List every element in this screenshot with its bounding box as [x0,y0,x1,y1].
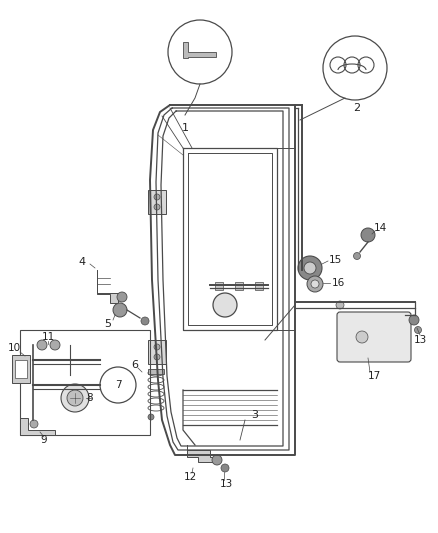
Circle shape [311,280,319,288]
Text: 8: 8 [87,393,93,403]
Circle shape [307,276,323,292]
Circle shape [168,20,232,84]
Circle shape [117,292,127,302]
Text: 13: 13 [413,335,427,345]
Circle shape [353,253,360,260]
Text: 16: 16 [332,278,345,288]
Circle shape [154,344,160,350]
Circle shape [361,228,375,242]
FancyBboxPatch shape [148,340,166,364]
Circle shape [356,331,368,343]
Circle shape [141,317,149,325]
FancyBboxPatch shape [235,282,243,290]
Text: 13: 13 [219,479,233,489]
Text: 10: 10 [7,343,21,353]
Polygon shape [97,270,118,303]
Circle shape [30,420,38,428]
Circle shape [113,303,127,317]
Text: 11: 11 [41,332,55,342]
FancyBboxPatch shape [148,369,164,374]
Polygon shape [20,418,55,435]
Text: 1: 1 [181,123,188,133]
Circle shape [336,301,344,309]
FancyBboxPatch shape [255,282,263,290]
Text: 9: 9 [41,435,47,445]
Circle shape [100,367,136,403]
Circle shape [154,194,160,200]
FancyBboxPatch shape [337,312,411,362]
Text: 17: 17 [367,371,381,381]
Text: 12: 12 [184,472,197,482]
FancyBboxPatch shape [215,282,223,290]
Circle shape [61,384,89,412]
FancyBboxPatch shape [12,355,30,383]
Text: 14: 14 [373,223,387,233]
Circle shape [148,414,154,420]
Text: 3: 3 [251,410,258,420]
Circle shape [304,262,316,274]
Circle shape [409,315,419,325]
Text: 6: 6 [131,360,138,370]
FancyBboxPatch shape [148,190,166,214]
Circle shape [221,464,229,472]
Circle shape [154,354,160,360]
Circle shape [37,340,47,350]
Text: 4: 4 [78,257,85,267]
Polygon shape [183,42,216,58]
Circle shape [323,36,387,100]
Text: 7: 7 [115,380,121,390]
Text: 5: 5 [105,319,112,329]
Circle shape [50,340,60,350]
Circle shape [213,293,237,317]
Circle shape [154,204,160,210]
Text: 2: 2 [353,103,360,113]
Text: 15: 15 [328,255,342,265]
Circle shape [414,327,421,334]
Circle shape [67,390,83,406]
Polygon shape [187,445,213,462]
Circle shape [212,455,222,465]
FancyBboxPatch shape [15,360,27,378]
Circle shape [298,256,322,280]
